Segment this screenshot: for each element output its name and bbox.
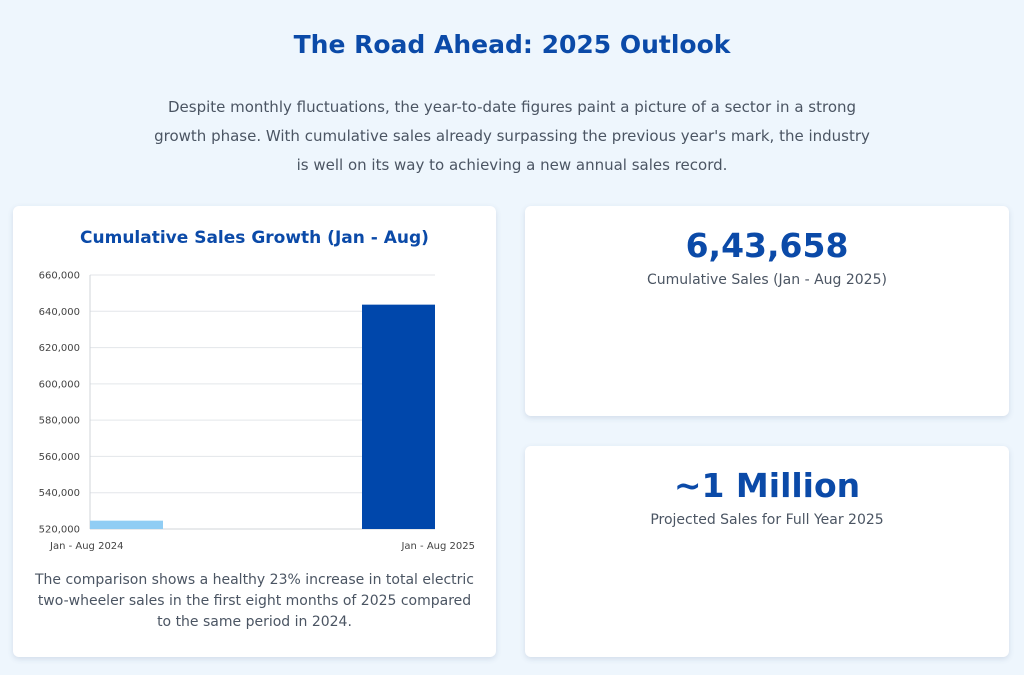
cumulative-sales-value: 6,43,658 [685, 226, 849, 265]
y-tick-label: 620,000 [39, 343, 80, 354]
intro-paragraph: Despite monthly fluctuations, the year-t… [154, 98, 870, 174]
bar-1 [90, 520, 163, 529]
chart-title: Cumulative Sales Growth (Jan - Aug) [80, 228, 429, 248]
y-tick-label: 640,000 [39, 307, 80, 318]
chart-caption: The comparison shows a healthy 23% incre… [34, 572, 475, 630]
y-tick-label: 580,000 [39, 416, 80, 427]
cumulative-sales-label: Cumulative Sales (Jan - Aug 2025) [647, 272, 887, 288]
cumulative-sales-card: 6,43,658 Cumulative Sales (Jan - Aug 202… [525, 206, 1009, 416]
chart-card: Cumulative Sales Growth (Jan - Aug) 520,… [13, 206, 496, 657]
bar-chart: 520,000 540,000 560,000 580,000 600,000 620,0… [39, 271, 475, 553]
y-tick-label: 560,000 [39, 452, 80, 463]
projected-sales-label: Projected Sales for Full Year 2025 [650, 512, 884, 528]
projected-sales-card: ~1 Million Projected Sales for Full Year… [525, 446, 1009, 657]
y-tick-label: 520,000 [39, 525, 80, 536]
projected-sales-value: ~1 Million [673, 466, 861, 505]
x-tick-label: Jan - Aug 2025 [400, 541, 475, 552]
y-tick-label: 660,000 [39, 271, 80, 282]
bar-2 [362, 304, 435, 529]
x-tick-label: Jan - Aug 2024 [49, 541, 124, 552]
page-title: The Road Ahead: 2025 Outlook [293, 30, 731, 59]
y-tick-label: 540,000 [39, 488, 80, 499]
y-tick-label: 600,000 [39, 379, 80, 390]
